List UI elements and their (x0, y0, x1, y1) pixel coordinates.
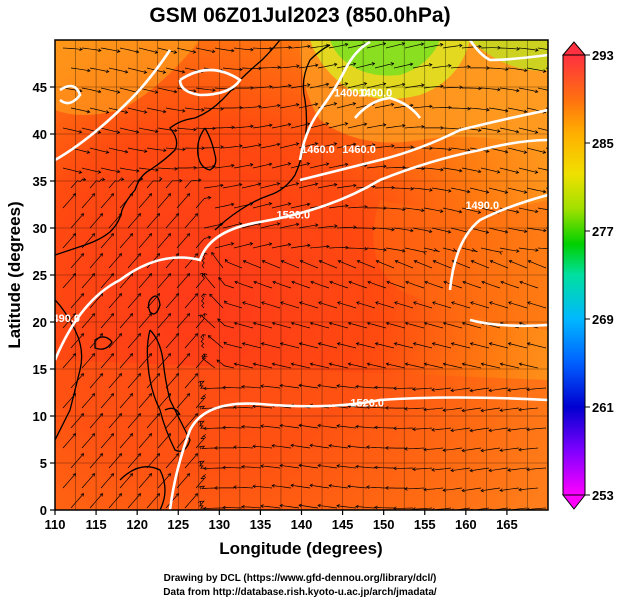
contour-labels: 1520.0 1520.0 1490.0 1460.0 1460.0 1400.01400… (46, 87, 499, 409)
colorbar-label: 269 (592, 312, 614, 327)
streamlines (62, 42, 548, 510)
x-tick-label: 135 (250, 517, 272, 532)
x-tick-label: 130 (208, 517, 230, 532)
y-tick-label: 45 (33, 80, 47, 95)
colorbar-label: 253 (592, 488, 614, 503)
y-tick-label: 30 (33, 221, 47, 236)
contour-label: 1490.0 (465, 200, 499, 212)
height-contours (55, 40, 548, 510)
y-tick-label: 40 (33, 127, 47, 142)
colorbar-label: 293 (592, 48, 614, 63)
x-tick-label: 165 (496, 517, 518, 532)
contour-label: 1520.0 (276, 210, 310, 222)
x-tick-label: 155 (414, 517, 436, 532)
contour-label: 1490.0 (46, 313, 80, 325)
y-tick-label: 25 (33, 268, 47, 283)
footer-credit-data: Data from http://database.rish.kyoto-u.a… (163, 587, 437, 598)
x-tick-label: 145 (332, 517, 354, 532)
colorbar-label: 277 (592, 224, 614, 239)
x-axis-title: Longitude (degrees) (219, 539, 382, 558)
y-axis-ticks: 0 5 10 15 20 25 30 35 40 45 (33, 80, 55, 518)
y-tick-label: 0 (40, 503, 47, 518)
x-tick-label: 150 (373, 517, 395, 532)
y-tick-label: 10 (33, 409, 47, 424)
contour-label: 1460.0 (301, 144, 335, 156)
x-tick-label: 125 (167, 517, 189, 532)
x-tick-label: 160 (455, 517, 477, 532)
y-tick-label: 15 (33, 362, 47, 377)
y-tick-label: 35 (33, 174, 47, 189)
x-tick-label: 120 (126, 517, 148, 532)
x-tick-label: 140 (291, 517, 313, 532)
x-axis-ticks: 110 115 120 125 130 135 140 145 150 155 160 165 (45, 510, 518, 532)
colorbar-label: 285 (592, 136, 614, 151)
contour-label: 1400.0 (359, 87, 393, 99)
x-tick-label: 110 (45, 517, 66, 532)
contour-label: 1460.0 (342, 144, 376, 156)
footer-credit-drawing: Drawing by DCL (https://www.gfd-dennou.o… (163, 573, 437, 584)
contour-label: 1520.0 (350, 398, 384, 410)
colorbar-label: 261 (592, 400, 614, 415)
colorbar: 293 285 277 269 261 253 (561, 41, 614, 510)
y-axis-title: Latitude (degrees) (5, 201, 24, 348)
y-tick-label: 20 (33, 315, 47, 330)
contour-label: 1400.0 (334, 87, 368, 99)
y-tick-label: 5 (40, 456, 47, 471)
chart-title: GSM 06Z01Jul2023 (850.0hPa) (149, 4, 451, 27)
x-tick-label: 115 (86, 517, 107, 532)
